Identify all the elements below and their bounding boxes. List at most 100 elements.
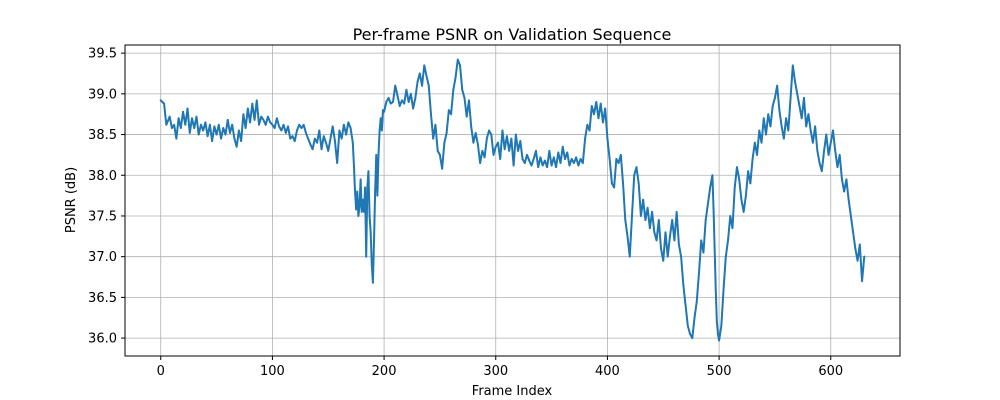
data-point (291, 135, 294, 138)
data-point (832, 129, 834, 132)
data-point (379, 117, 382, 120)
data-point (541, 164, 544, 167)
data-point (789, 97, 792, 99)
data-point (778, 109, 781, 112)
data-point (208, 123, 211, 126)
data-point (171, 127, 173, 129)
data-point (711, 174, 714, 177)
data-point (619, 154, 622, 156)
data-point (345, 133, 348, 136)
chart-title: Per-frame PSNR on Validation Sequence (353, 25, 672, 44)
data-point (717, 333, 719, 335)
data-point (709, 186, 712, 189)
data-point (809, 129, 812, 132)
data-point (535, 149, 537, 152)
data-point (492, 154, 495, 156)
data-point (727, 239, 729, 242)
data-point (564, 158, 566, 160)
y-tick-label: 37.5 (88, 209, 117, 224)
data-point (353, 164, 355, 167)
data-point (820, 170, 823, 173)
data-point (626, 235, 629, 238)
data-point (215, 133, 218, 136)
data-point (575, 156, 578, 159)
data-point (316, 141, 318, 144)
data-point (380, 129, 383, 132)
data-point (191, 117, 193, 120)
data-point (197, 133, 200, 136)
data-point (776, 84, 779, 87)
data-point (423, 64, 426, 67)
data-point (579, 158, 582, 160)
data-point (736, 166, 738, 169)
data-point (546, 166, 549, 169)
data-point (814, 125, 817, 128)
data-point (249, 121, 251, 124)
data-point (485, 137, 488, 140)
data-point (246, 107, 249, 110)
data-point (459, 64, 461, 67)
data-point (633, 174, 636, 177)
data-point (409, 92, 412, 95)
data-point (771, 105, 774, 107)
y-tick-label: 38.0 (88, 169, 117, 184)
data-point (325, 141, 327, 144)
data-point (662, 259, 665, 262)
data-point (300, 127, 303, 129)
x-tick-label: 600 (818, 364, 843, 379)
data-point (599, 102, 602, 105)
data-point (229, 132, 231, 134)
data-point (359, 178, 362, 181)
data-point (593, 113, 595, 116)
data-point (836, 166, 839, 169)
data-point (749, 182, 752, 185)
data-point (226, 119, 229, 121)
data-point (231, 123, 234, 126)
data-point (823, 149, 825, 152)
data-point (302, 123, 305, 126)
data-point (838, 154, 841, 156)
data-point (858, 243, 861, 246)
data-point (780, 125, 783, 128)
x-tick-label: 100 (260, 364, 285, 379)
data-point (392, 101, 394, 103)
data-point (622, 182, 624, 185)
data-point (450, 113, 452, 116)
data-point (494, 145, 497, 148)
x-tick-label: 500 (707, 364, 732, 379)
data-point (720, 324, 723, 327)
data-point (508, 149, 511, 152)
data-point (680, 255, 683, 258)
plot-area-frame (124, 44, 901, 357)
data-point (698, 272, 700, 274)
data-point (364, 186, 366, 189)
data-point (651, 211, 653, 213)
data-point (182, 110, 184, 113)
data-point (373, 239, 375, 242)
data-point (550, 164, 553, 167)
data-point (631, 215, 633, 217)
data-point (729, 215, 732, 217)
data-point (704, 219, 707, 221)
x-tick-label: 200 (372, 364, 397, 379)
data-point (657, 219, 660, 221)
data-point (689, 333, 691, 335)
data-point (334, 140, 336, 142)
data-point (526, 154, 528, 156)
data-point (586, 123, 589, 126)
data-point (287, 125, 289, 128)
data-point (211, 140, 214, 142)
data-point (296, 129, 298, 132)
data-point (456, 58, 459, 61)
data-point (714, 288, 717, 291)
y-tick-label: 36.5 (88, 291, 117, 306)
data-point (193, 127, 196, 129)
data-point (787, 129, 790, 132)
data-point (803, 97, 805, 99)
data-point (597, 117, 600, 120)
data-point (436, 149, 439, 152)
data-point (747, 170, 750, 173)
data-point (262, 119, 265, 121)
data-point (677, 243, 680, 246)
